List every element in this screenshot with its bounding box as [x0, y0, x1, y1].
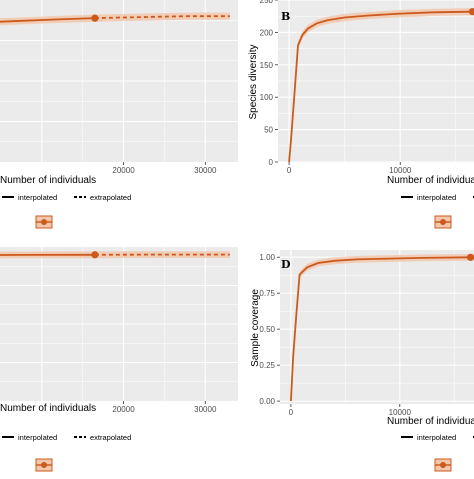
x-axis-title: Number of individuals — [0, 175, 96, 186]
observed-point — [91, 15, 98, 22]
observed-point — [467, 254, 474, 261]
y-tick-label: 0 — [269, 158, 274, 167]
panel-label: D — [281, 258, 291, 271]
legend: interpolated extrapolated — [2, 433, 131, 471]
y-axis-title: Species diversity — [248, 44, 259, 119]
legend-fill-point — [41, 219, 47, 225]
x-axis-title: Number of individuals — [0, 403, 96, 414]
x-tick-label: 20000 — [112, 405, 135, 414]
y-axis-title: Sample coverage — [250, 289, 261, 367]
x-tick-label: 30000 — [194, 166, 217, 175]
y-tick-label: 150 — [260, 61, 274, 70]
legend-interpolated-label: interpolated — [18, 433, 57, 442]
y-tick-label: 0.00 — [259, 397, 275, 406]
x-tick-label: 0 — [287, 166, 292, 175]
y-tick-label: 100 — [260, 93, 274, 102]
observed-point — [91, 251, 98, 258]
panel-background — [280, 250, 474, 404]
x-axis-title: Number of individuals — [387, 416, 474, 427]
y-tick-label: 250 — [260, 0, 274, 5]
legend-fill-point — [440, 462, 446, 468]
legend-extrapolated-label: extrapolated — [90, 433, 131, 442]
y-tick-label: 0.75 — [259, 289, 275, 298]
y-tick-label: 200 — [260, 28, 274, 37]
x-tick-label: 0 — [289, 408, 294, 417]
x-axis-title: Number of individuals — [387, 175, 474, 186]
x-tick-label: 10000 — [389, 166, 412, 175]
legend-fill-point — [440, 219, 446, 225]
legend-fill-point — [41, 462, 47, 468]
legend: interpolated extrapolated — [2, 193, 131, 228]
x-tick-label: 30000 — [194, 405, 217, 414]
y-tick-label: 50 — [264, 126, 273, 135]
y-tick-label: 0.50 — [259, 325, 275, 334]
legend-extrapolated-label: extrapolated — [90, 193, 131, 202]
x-tick-label: 20000 — [112, 166, 135, 175]
panel-label: B — [281, 10, 290, 23]
y-tick-label: 0.25 — [259, 361, 275, 370]
legend-interpolated-label: interpolated — [417, 433, 456, 442]
y-tick-label: 1.00 — [259, 253, 275, 262]
plot-area — [0, 251, 230, 258]
panel-a: 20000 30000 Number of individuals interpola… — [0, 0, 246, 228]
legend-interpolated-label: interpolated — [417, 193, 456, 202]
panel-c: 20000 30000 Number of individuals interpola… — [0, 247, 246, 471]
legend-interpolated-label: interpolated — [18, 193, 57, 202]
